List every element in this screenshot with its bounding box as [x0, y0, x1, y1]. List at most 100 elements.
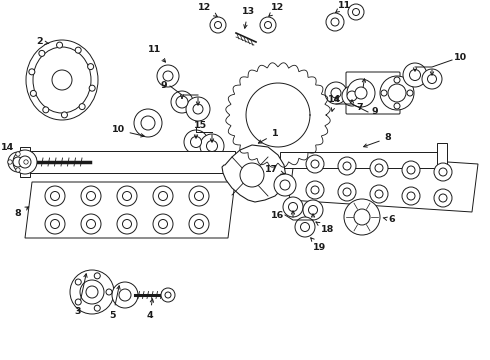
Text: 13: 13 [242, 8, 255, 28]
Circle shape [122, 192, 131, 201]
Bar [280, 152, 440, 168]
Circle shape [176, 96, 188, 108]
Circle shape [88, 64, 94, 69]
Circle shape [171, 91, 193, 113]
Polygon shape [25, 182, 235, 238]
Circle shape [283, 197, 303, 217]
Text: 12: 12 [269, 4, 285, 16]
Circle shape [289, 202, 297, 211]
Circle shape [29, 69, 35, 75]
Circle shape [331, 88, 341, 98]
Bar [20, 147, 30, 177]
Circle shape [117, 214, 137, 234]
Circle shape [94, 273, 100, 279]
Text: 1: 1 [258, 130, 278, 143]
Circle shape [30, 90, 36, 96]
Circle shape [13, 157, 23, 167]
Text: 4: 4 [147, 299, 153, 320]
Bar [20, 151, 235, 173]
Circle shape [375, 190, 383, 198]
FancyBboxPatch shape [346, 72, 400, 114]
Circle shape [195, 192, 203, 201]
Circle shape [117, 186, 137, 206]
Polygon shape [222, 145, 286, 202]
Text: 9: 9 [372, 108, 378, 117]
Circle shape [157, 65, 179, 87]
Text: 10: 10 [111, 126, 144, 137]
Circle shape [422, 69, 442, 89]
Circle shape [8, 160, 12, 164]
Circle shape [39, 50, 45, 57]
Text: 15: 15 [194, 121, 207, 130]
Circle shape [306, 155, 324, 173]
Circle shape [189, 214, 209, 234]
Circle shape [122, 220, 131, 229]
Circle shape [75, 279, 81, 285]
Text: 3: 3 [75, 274, 87, 316]
Circle shape [342, 86, 362, 106]
Circle shape [348, 4, 364, 20]
Text: 8: 8 [364, 134, 392, 147]
Text: 12: 12 [198, 4, 217, 17]
Circle shape [86, 286, 98, 298]
Circle shape [158, 220, 168, 229]
Circle shape [343, 188, 351, 196]
Circle shape [343, 162, 351, 170]
Circle shape [352, 9, 360, 15]
Circle shape [141, 116, 155, 130]
Circle shape [119, 289, 131, 301]
Circle shape [165, 292, 171, 298]
Circle shape [81, 214, 101, 234]
Circle shape [407, 192, 415, 200]
Circle shape [200, 134, 224, 158]
Circle shape [191, 136, 201, 148]
Circle shape [87, 192, 96, 201]
Circle shape [70, 270, 114, 314]
Circle shape [8, 152, 28, 172]
Text: 6: 6 [383, 216, 395, 225]
Text: 8: 8 [15, 207, 28, 217]
Circle shape [388, 84, 406, 102]
Circle shape [45, 214, 65, 234]
Circle shape [325, 82, 347, 104]
Circle shape [303, 200, 323, 220]
Circle shape [394, 103, 400, 109]
Circle shape [75, 299, 81, 305]
Text: 2: 2 [37, 37, 49, 46]
Circle shape [80, 280, 104, 304]
Circle shape [380, 76, 414, 110]
Text: 7: 7 [357, 79, 366, 112]
Circle shape [347, 79, 375, 107]
Circle shape [265, 22, 271, 28]
Circle shape [153, 214, 173, 234]
Circle shape [13, 150, 37, 174]
Circle shape [112, 282, 138, 308]
Text: 19: 19 [311, 238, 327, 252]
Circle shape [106, 289, 112, 295]
Circle shape [295, 217, 315, 237]
Text: 14: 14 [328, 95, 342, 111]
Circle shape [50, 192, 59, 201]
Circle shape [338, 183, 356, 201]
Circle shape [43, 107, 49, 113]
Circle shape [311, 186, 319, 194]
Circle shape [309, 206, 318, 215]
Circle shape [206, 140, 218, 152]
Circle shape [186, 97, 210, 121]
Text: 18: 18 [316, 222, 335, 234]
Circle shape [331, 18, 339, 26]
Circle shape [375, 164, 383, 172]
Polygon shape [226, 63, 330, 167]
Circle shape [189, 186, 209, 206]
Circle shape [311, 160, 319, 168]
Circle shape [184, 130, 208, 154]
Circle shape [280, 180, 290, 190]
Circle shape [94, 305, 100, 311]
Circle shape [326, 13, 344, 31]
Circle shape [402, 187, 420, 205]
Circle shape [24, 160, 28, 164]
Circle shape [260, 17, 276, 33]
Circle shape [274, 174, 296, 196]
Polygon shape [289, 152, 478, 212]
Circle shape [163, 71, 173, 81]
